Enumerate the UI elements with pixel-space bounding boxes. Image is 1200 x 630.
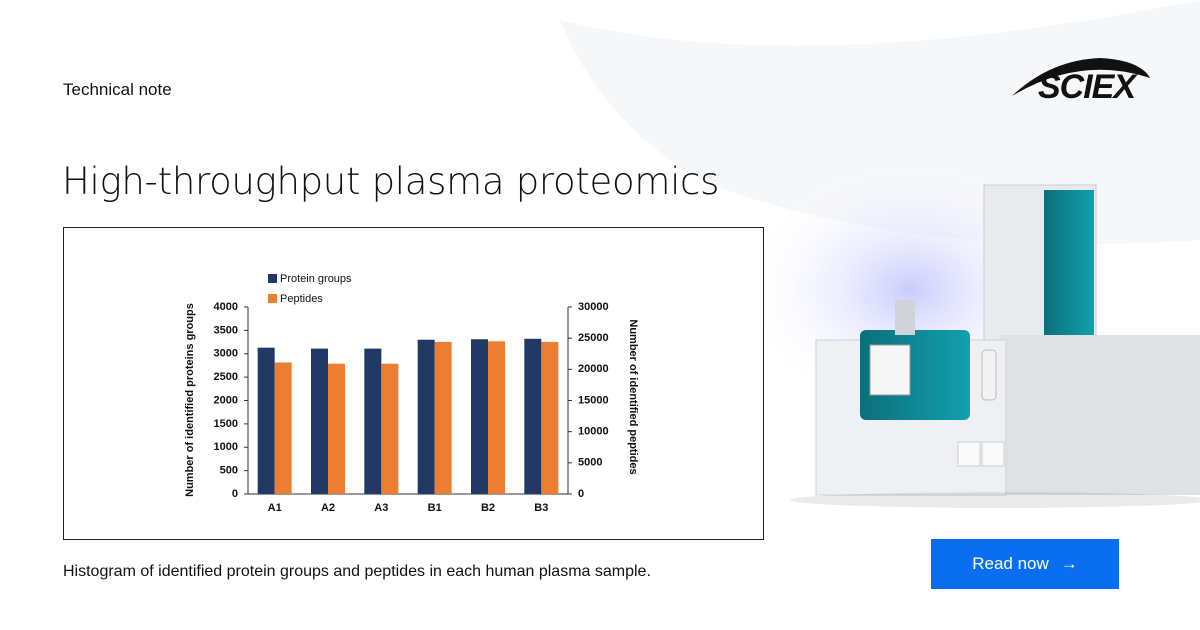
bar: [524, 338, 542, 494]
legend-label: Peptides: [280, 293, 323, 305]
bar: [311, 348, 328, 494]
bar: [471, 339, 488, 494]
button-icon[interactable]: →: [1060, 554, 1078, 573]
y2-tick-label: 5000: [578, 457, 602, 469]
button-label[interactable]: Read now: [972, 554, 1049, 573]
y2-axis-label: Number of identified peptides: [627, 319, 639, 474]
y2-tick-label: 0: [578, 488, 584, 500]
chart-frame: [63, 227, 764, 540]
bar: [541, 341, 559, 494]
bar: [488, 341, 505, 494]
x-tick-label: B1: [428, 502, 442, 514]
y2-tick-label: 15000: [578, 394, 609, 406]
y-axis-label: Number of identified proteins groups: [184, 303, 196, 497]
title: High-throughput plasma proteomics: [62, 160, 720, 203]
x-tick-label: B2: [481, 502, 495, 514]
x-tick-label: A3: [374, 502, 388, 514]
y2-tick-label: 25000: [578, 332, 609, 344]
x-tick-label: B3: [534, 502, 548, 514]
legend-swatch: [268, 294, 277, 303]
y2-tick-label: 10000: [578, 426, 609, 438]
logo: SCIEX: [1038, 68, 1136, 106]
legend-label: Protein groups: [280, 273, 352, 285]
doc-label: Technical note: [63, 80, 172, 99]
y-tick-label: 0: [232, 488, 238, 500]
bar: [364, 348, 382, 494]
bar: [257, 347, 275, 494]
x-tick-label: A1: [268, 502, 282, 514]
y-tick-label: 3000: [214, 348, 238, 360]
y-tick-label: 2000: [214, 394, 238, 406]
legend-swatch: [268, 274, 277, 283]
y-tick-label: 4000: [214, 301, 238, 313]
y-tick-label: 2500: [214, 371, 238, 383]
read-now-button[interactable]: Read now →: [931, 539, 1119, 589]
bar: [381, 363, 399, 494]
bar: [417, 339, 435, 494]
y2-tick-label: 20000: [578, 363, 609, 375]
caption: Histogram of identified protein groups a…: [63, 563, 651, 580]
y-tick-label: 3500: [214, 324, 238, 336]
y-tick-label: 1500: [214, 418, 238, 430]
y-tick-label: 1000: [214, 441, 238, 453]
chart: Number of identified proteins groups Num…: [63, 227, 764, 540]
y2-tick-label: 30000: [578, 301, 609, 313]
bar: [434, 341, 452, 494]
y-tick-label: 500: [220, 465, 238, 477]
bar: [274, 362, 292, 494]
bar: [328, 363, 345, 494]
x-tick-label: A2: [321, 502, 335, 514]
